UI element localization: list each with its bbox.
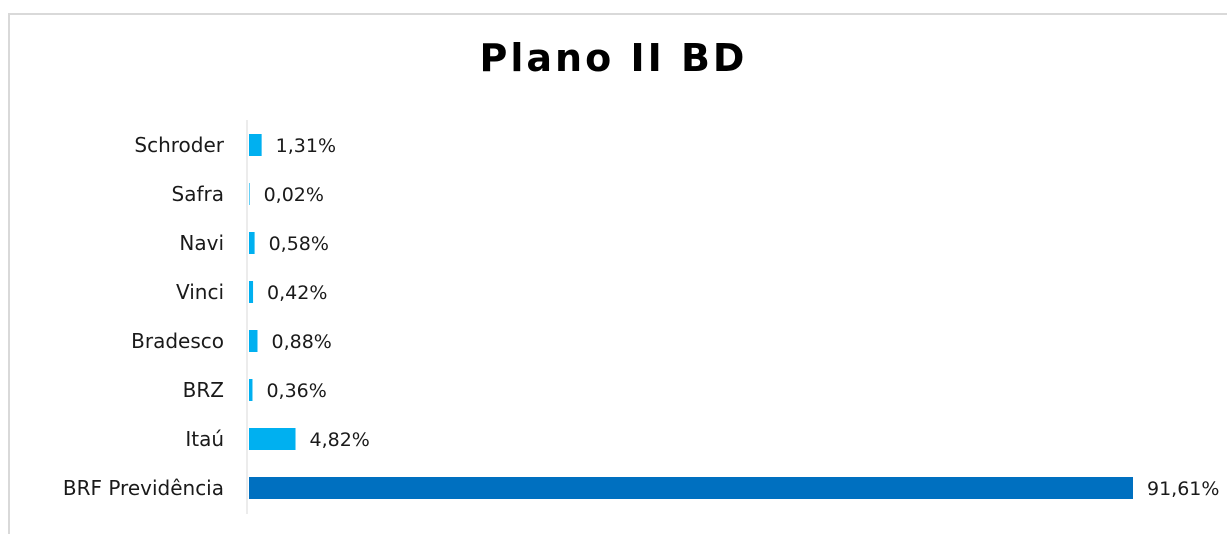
value-label: 0,02%	[264, 184, 324, 206]
value-label: 0,58%	[269, 233, 329, 255]
bar	[249, 330, 258, 352]
bar	[249, 183, 250, 205]
category-label: Safra	[172, 182, 224, 206]
bar	[249, 134, 262, 156]
category-label: BRF Previdência	[63, 476, 224, 500]
bar	[249, 232, 255, 254]
chart-frame	[8, 13, 1227, 534]
category-label: Itaú	[185, 427, 224, 451]
bar	[249, 428, 296, 450]
value-label: 0,88%	[271, 331, 331, 353]
chart-title: Plano II BD	[479, 36, 748, 80]
value-label: 0,36%	[266, 380, 326, 402]
bar	[249, 281, 254, 303]
category-label: Navi	[179, 231, 224, 255]
value-label: 91,61%	[1147, 478, 1219, 500]
category-label: Schroder	[134, 133, 224, 157]
bar	[249, 379, 253, 401]
bar	[249, 477, 1133, 499]
value-label: 0,42%	[267, 282, 327, 304]
category-label: BRZ	[183, 378, 224, 402]
value-label: 1,31%	[276, 135, 336, 157]
value-label: 4,82%	[310, 429, 370, 451]
category-label: Vinci	[176, 280, 224, 304]
category-label: Bradesco	[131, 329, 224, 353]
